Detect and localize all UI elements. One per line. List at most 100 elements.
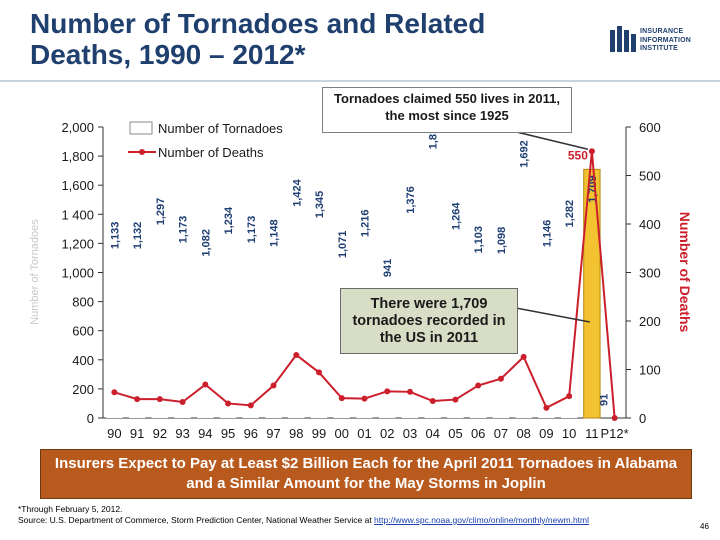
deaths-point-91 <box>134 396 141 403</box>
x-label-97: 97 <box>266 426 280 441</box>
deaths-point-08 <box>520 353 527 360</box>
tornado-label-90: 1,133 <box>109 222 121 250</box>
x-label-90: 90 <box>107 426 121 441</box>
tornado-label-98: 1,424 <box>291 178 303 206</box>
right-tick-label: 200 <box>639 314 661 329</box>
tornado-bar-90 <box>106 253 123 418</box>
right-axis-title: Number of Deaths <box>677 212 693 333</box>
tornado-bar-96 <box>242 247 259 418</box>
deaths-peak-label: 550 <box>568 148 588 162</box>
tornado-label-01: 1,216 <box>360 210 372 238</box>
tornado-bar-95 <box>219 238 237 418</box>
logo-line-2: INFORMATION <box>640 36 692 44</box>
tornado-callout-pointer <box>515 307 591 323</box>
logo-text: INSURANCE INFORMATION INSTITUTE <box>640 28 691 54</box>
right-tick-label: 600 <box>639 120 661 135</box>
source-link[interactable]: http://www.spc.noaa.gov/climo/online/mon… <box>374 515 590 525</box>
footnote-source: Source: U.S. Department of Commerce, Sto… <box>18 515 589 526</box>
right-tick-label: 100 <box>639 363 661 378</box>
left-tick-label: 2,000 <box>61 120 94 135</box>
tornado-label-95: 1,234 <box>223 206 235 234</box>
tornado-label-10: 1,282 <box>564 200 576 228</box>
tornado-bar-98 <box>288 210 305 418</box>
x-label-07: 07 <box>494 426 508 441</box>
deaths-point-09 <box>543 404 550 411</box>
x-label-94: 94 <box>198 426 212 441</box>
legend-label-tornadoes: Number of Tornadoes <box>158 121 283 136</box>
tornado-label-99: 1,345 <box>314 191 326 219</box>
x-label-05: 05 <box>448 426 462 441</box>
deaths-point-P12* <box>611 415 618 421</box>
banner-text: Insurers Expect to Pay at Least $2 Billi… <box>54 455 678 492</box>
left-tick-label: 600 <box>72 324 94 339</box>
logo-line-3: INSTITUTE <box>640 45 678 52</box>
right-tick-label: 0 <box>639 411 646 426</box>
legend-swatch-tornadoes <box>129 121 153 135</box>
tornado-label-93: 1,173 <box>178 216 190 244</box>
tornado-label-96: 1,173 <box>246 216 258 244</box>
x-label-93: 93 <box>175 426 189 441</box>
tornado-bar-91 <box>128 253 146 418</box>
left-tick-label: 0 <box>87 411 94 426</box>
tornado-label-05: 1,264 <box>450 202 462 230</box>
deaths-point-05 <box>452 396 459 403</box>
source-text: Source: U.S. Department of Commerce, Sto… <box>18 515 375 525</box>
x-label-92: 92 <box>153 426 167 441</box>
x-label-95: 95 <box>221 426 235 441</box>
deaths-point-94 <box>202 381 209 388</box>
tornado-label-08: 1,692 <box>519 140 531 168</box>
left-tick-label: 400 <box>72 353 94 368</box>
x-label-98: 98 <box>289 426 303 441</box>
right-tick-label: 500 <box>639 169 661 184</box>
footnote: *Through February 5, 2012. Source: U.S. … <box>18 504 589 526</box>
deaths-callout: Tornadoes claimed 550 lives in 2011, the… <box>322 87 572 133</box>
deaths-point-99 <box>316 369 323 376</box>
left-tick-label: 1,200 <box>61 236 94 251</box>
left-axis-title: Number of Tornadoes <box>29 219 41 325</box>
tornado-bar-94 <box>197 260 214 418</box>
tornado-label-02: 941 <box>382 259 394 277</box>
deaths-point-92 <box>156 396 163 403</box>
tornado-label-03: 1,376 <box>405 186 417 214</box>
tornado-bar-10 <box>560 231 578 418</box>
logo-line-1: INSURANCE <box>640 28 684 35</box>
tornado-bar-97 <box>265 250 282 418</box>
x-label-99: 99 <box>312 426 326 441</box>
x-label-02: 02 <box>380 426 394 441</box>
tornado-bar-08 <box>515 171 532 418</box>
x-label-10: 10 <box>562 426 576 441</box>
legend-marker-deaths <box>139 149 145 155</box>
left-tick-label: 1,800 <box>61 149 94 164</box>
tornado-bar-92 <box>151 229 169 418</box>
x-label-11: 11 <box>585 426 599 441</box>
x-label-91: 91 <box>130 426 144 441</box>
tornado-callout-text: There were 1,709 tornadoes recorded in t… <box>352 295 506 346</box>
deaths-point-00 <box>338 395 345 402</box>
legend-label-deaths: Number of Deaths <box>158 145 264 160</box>
tornado-label-94: 1,082 <box>200 229 212 257</box>
deaths-point-03 <box>406 388 413 395</box>
left-tick-label: 1,000 <box>61 266 94 281</box>
title-line-2: Deaths, 1990 – 2012* <box>30 39 306 70</box>
left-tick-label: 1,600 <box>61 178 94 193</box>
iii-logo-icon <box>610 26 636 52</box>
title-line-1: Number of Tornadoes and Related <box>30 8 486 39</box>
tornado-bar-04 <box>424 153 441 418</box>
deaths-point-07 <box>497 375 504 382</box>
tornado-label-09: 1,146 <box>541 220 553 248</box>
right-tick-label: 400 <box>639 217 661 232</box>
deaths-point-04 <box>429 398 436 405</box>
deaths-point-06 <box>475 382 482 389</box>
header-divider <box>0 80 720 82</box>
deaths-point-11 <box>588 148 595 155</box>
tornado-label-00: 1,071 <box>337 231 349 259</box>
x-label-03: 03 <box>403 426 417 441</box>
deaths-point-01 <box>361 395 368 402</box>
deaths-point-98 <box>293 351 300 358</box>
tornado-label-97: 1,148 <box>269 219 281 247</box>
footnote-date: *Through February 5, 2012. <box>18 504 123 514</box>
deaths-point-96 <box>247 402 254 409</box>
slide-title: Number of Tornadoes and Related Deaths, … <box>30 8 590 70</box>
deaths-point-95 <box>225 400 232 407</box>
